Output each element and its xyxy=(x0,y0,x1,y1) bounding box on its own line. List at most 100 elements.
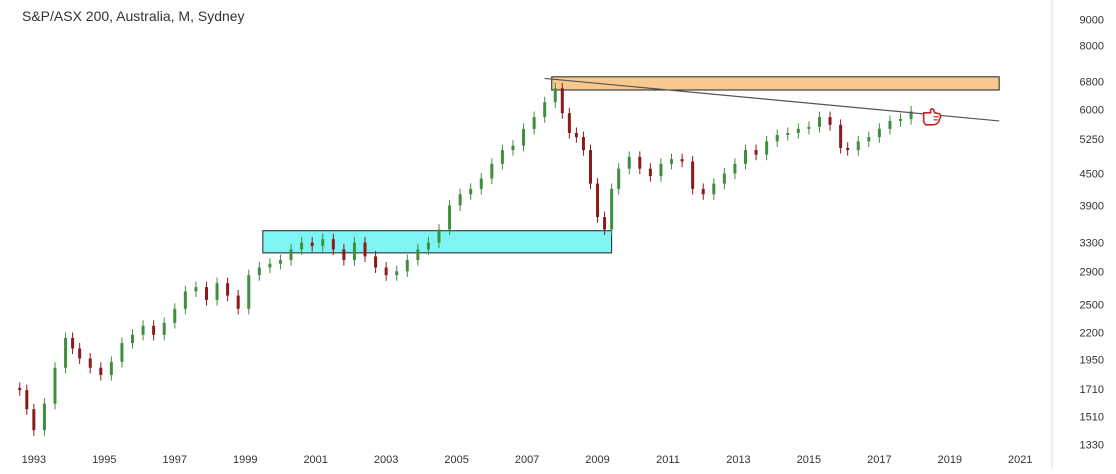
candle xyxy=(648,163,652,182)
candle xyxy=(722,168,726,190)
candlestick-series xyxy=(18,82,913,436)
candle xyxy=(543,96,547,123)
candle-body xyxy=(183,291,187,309)
x-tick-label: 2017 xyxy=(867,454,891,466)
candle xyxy=(152,320,156,341)
candle-body xyxy=(807,126,811,129)
candle-body xyxy=(701,188,705,195)
candle xyxy=(899,113,903,127)
candle-body xyxy=(596,183,600,218)
y-tick-label: 2500 xyxy=(1080,299,1104,311)
candle-body xyxy=(469,188,473,195)
candle xyxy=(130,329,134,349)
candle-body xyxy=(42,403,46,431)
resistance-zone xyxy=(551,76,1000,91)
candle xyxy=(25,384,29,415)
candle xyxy=(691,155,695,195)
candle-body xyxy=(120,343,124,362)
candle-body xyxy=(384,267,388,276)
candle-body xyxy=(659,163,663,177)
candle xyxy=(532,111,536,135)
candle xyxy=(581,131,585,156)
candle-body xyxy=(846,147,850,151)
candle-body xyxy=(363,242,367,257)
candle-body xyxy=(691,161,695,189)
candle-body xyxy=(543,102,547,118)
candle-body xyxy=(416,249,420,261)
candle xyxy=(109,356,113,381)
x-tick-label: 2007 xyxy=(515,454,539,466)
candle xyxy=(342,243,346,266)
candle xyxy=(226,277,230,302)
candle-body xyxy=(839,124,843,148)
candle xyxy=(268,258,272,274)
candle-body xyxy=(173,308,177,323)
candle xyxy=(32,403,36,436)
candle xyxy=(701,183,705,200)
candle xyxy=(490,158,494,185)
candle xyxy=(567,107,571,139)
candle xyxy=(42,398,46,436)
x-tick-label: 2015 xyxy=(797,454,821,466)
candle-body xyxy=(25,390,29,410)
candle xyxy=(574,127,578,143)
annotation-overlay xyxy=(544,77,1000,126)
candle xyxy=(78,342,82,365)
candle xyxy=(888,115,892,135)
candle xyxy=(183,285,187,315)
candle-body xyxy=(867,137,871,142)
candle xyxy=(458,188,462,211)
candle-body xyxy=(500,150,504,164)
y-tick-label: 1710 xyxy=(1080,384,1104,396)
candle-body xyxy=(162,322,166,335)
candle xyxy=(522,123,526,152)
candle-body xyxy=(581,137,585,151)
y-tick-label: 6800 xyxy=(1080,77,1104,89)
candle-body xyxy=(53,367,57,404)
candle-body xyxy=(877,128,881,138)
candle xyxy=(638,151,642,175)
candle xyxy=(603,211,607,236)
candle-body xyxy=(289,249,293,261)
candle xyxy=(553,82,557,108)
candle-body xyxy=(733,163,737,174)
candle-body xyxy=(71,337,75,349)
candle xyxy=(733,158,737,180)
x-tick-label: 2013 xyxy=(726,454,750,466)
candle xyxy=(236,290,240,315)
candle-body xyxy=(610,188,614,230)
candle-body xyxy=(278,260,282,264)
annotation-zones xyxy=(262,76,1000,254)
candle xyxy=(765,135,769,161)
candle-body xyxy=(448,205,452,230)
candle-body xyxy=(567,113,571,133)
candle-body xyxy=(560,88,564,114)
candle xyxy=(247,269,251,315)
candle xyxy=(300,237,304,256)
candle xyxy=(99,362,103,381)
candle-body xyxy=(204,287,208,300)
candle xyxy=(560,82,564,119)
candle-body xyxy=(215,283,219,300)
candle xyxy=(215,277,219,306)
candle xyxy=(71,332,75,355)
candle-body xyxy=(321,239,325,246)
candle xyxy=(64,332,68,374)
candle xyxy=(659,158,663,182)
candle-body xyxy=(648,168,652,177)
x-tick-label: 2001 xyxy=(303,454,327,466)
candle-body xyxy=(765,141,769,155)
candle-body xyxy=(617,168,621,189)
candle xyxy=(204,281,208,306)
x-tick-label: 2021 xyxy=(1008,454,1032,466)
candle-body xyxy=(226,283,230,296)
candle-body xyxy=(405,260,409,272)
candle xyxy=(120,337,124,368)
candle-body xyxy=(247,275,251,309)
candle xyxy=(712,178,716,200)
candle-body xyxy=(553,88,557,103)
candle xyxy=(775,129,779,147)
candle xyxy=(310,237,314,252)
candle-body xyxy=(712,183,716,195)
candle xyxy=(448,199,452,236)
